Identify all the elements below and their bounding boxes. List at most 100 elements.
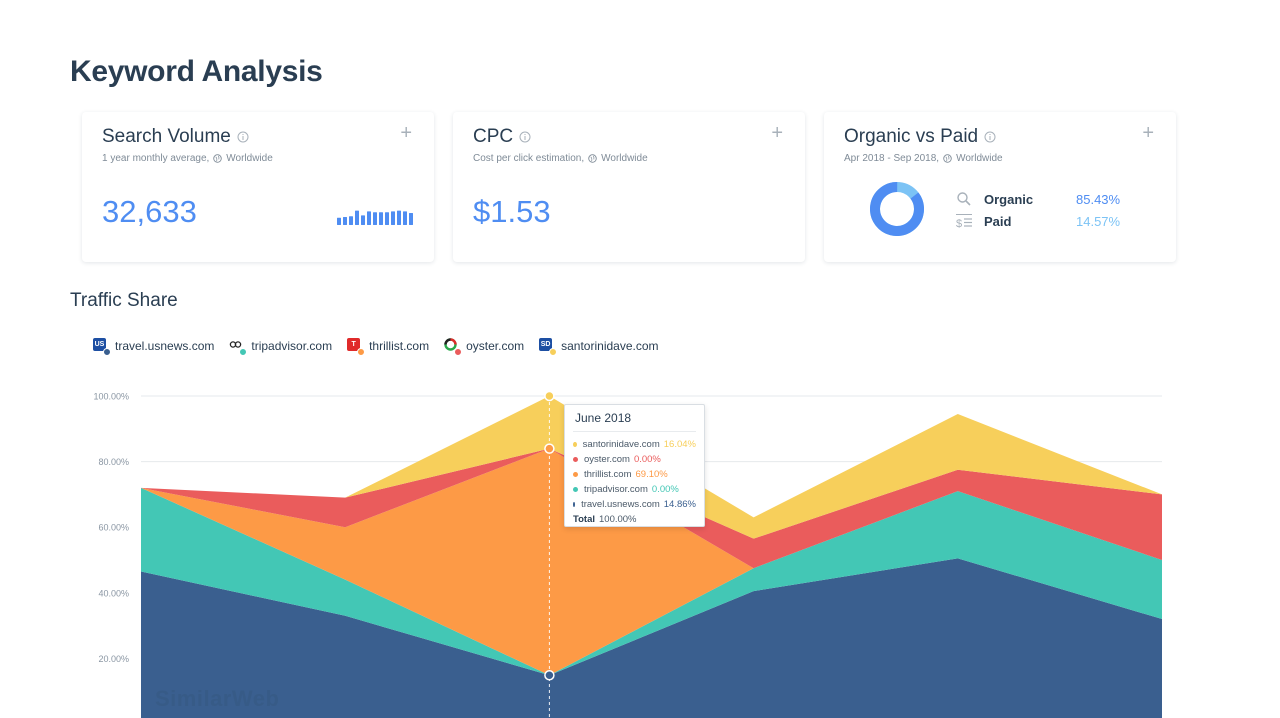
area-travel-usnews-com — [141, 558, 1162, 718]
thrillist-favicon: T — [347, 338, 366, 356]
paid-label: Paid — [984, 213, 1012, 229]
trend-bar — [349, 216, 353, 225]
trend-bar — [337, 217, 341, 225]
organic-label: Organic — [984, 191, 1034, 207]
tooltip-row: oyster.com 0.00% — [573, 452, 696, 467]
add-icon[interactable]: + — [400, 122, 412, 144]
add-icon[interactable]: + — [1142, 122, 1154, 144]
search-volume-trend-chart — [337, 210, 413, 225]
hover-marker — [544, 390, 555, 402]
globe-icon — [588, 154, 597, 163]
donut-organic-slice — [870, 182, 924, 236]
paid-row: $ Paid 14.57% — [956, 213, 1120, 229]
tooltip-value: 0.00% — [651, 484, 679, 495]
tooltip-total: Total 100.00% — [573, 512, 696, 527]
info-icon[interactable] — [519, 131, 531, 143]
legend-label: tripadvisor.com — [251, 339, 333, 353]
add-icon[interactable]: + — [771, 122, 783, 144]
legend-label: santorinidave.com — [561, 339, 659, 353]
y-tick-label: 40.00% — [98, 588, 129, 598]
tooltip-series-dot — [573, 502, 576, 507]
cpc-region: Worldwide — [601, 153, 648, 164]
tooltip-date: June 2018 — [573, 411, 696, 432]
page-title: Keyword Analysis — [70, 55, 323, 88]
magnifier-icon — [957, 192, 971, 206]
paid-value: 14.57% — [1076, 213, 1121, 229]
organic-vs-paid-title: Organic vs Paid — [844, 126, 979, 147]
trend-bar — [379, 212, 383, 225]
organic-paid-donut-chart — [870, 182, 924, 236]
tooltip-value: 0.00% — [633, 454, 661, 465]
tooltip-total-label: Total — [573, 514, 595, 525]
search-volume-value: 32,633 — [102, 194, 197, 229]
tooltip-site: thrillist.com — [584, 469, 632, 480]
tooltip-series-dot — [573, 442, 577, 447]
paid-dollar-list-icon: $ — [956, 214, 972, 229]
y-tick-label: 60.00% — [98, 523, 129, 533]
tooltip-row: thrillist.com 69.10% — [573, 467, 696, 482]
hover-marker — [544, 443, 555, 454]
trend-bar — [367, 211, 371, 225]
legend-item[interactable]: SD santorinidave.com — [539, 338, 659, 356]
svg-text:$: $ — [956, 218, 962, 229]
trend-bar — [343, 217, 347, 225]
tooltip-series-dot — [573, 457, 578, 462]
trend-bar — [355, 210, 359, 225]
globe-icon — [213, 154, 223, 163]
info-icon[interactable] — [237, 131, 249, 143]
trend-bar — [403, 211, 407, 225]
tooltip-value: 14.86% — [663, 499, 696, 510]
area-tripadvisor-com — [141, 487, 1162, 676]
organic-vs-paid-region: Worldwide — [956, 153, 1003, 164]
traffic-share-title: Traffic Share — [70, 290, 178, 311]
tooltip-row: santorinidave.com 16.04% — [573, 437, 696, 452]
y-tick-label: 100.00% — [93, 392, 129, 402]
legend-item[interactable]: oyster.com — [444, 338, 525, 356]
legend-item[interactable]: US travel.usnews.com — [93, 338, 215, 356]
search-volume-subtitle: 1 year monthly average, — [102, 153, 210, 164]
tooltip-series-dot — [573, 487, 578, 492]
tooltip-site: oyster.com — [584, 454, 630, 465]
organic-value: 85.43% — [1076, 191, 1121, 207]
organic-vs-paid-subtitle: Apr 2018 - Sep 2018, — [844, 153, 940, 164]
search-volume-card: Search Volume 1 year monthly average, Wo… — [82, 112, 434, 262]
tooltip-total-value: 100.00% — [599, 514, 637, 525]
tooltip-row: travel.usnews.com 14.86% — [573, 497, 696, 512]
tooltip-site: tripadvisor.com — [584, 484, 648, 495]
usnews-favicon: US — [93, 338, 111, 356]
tripadvisor-favicon — [229, 338, 248, 356]
tooltip-site: travel.usnews.com — [581, 499, 660, 510]
search-volume-region: Worldwide — [226, 153, 273, 164]
oyster-favicon — [444, 338, 463, 356]
legend-label: travel.usnews.com — [115, 339, 215, 353]
y-tick-label: 20.00% — [98, 654, 129, 664]
tooltip-site: santorinidave.com — [582, 439, 660, 450]
tooltip-row: tripadvisor.com 0.00% — [573, 482, 696, 497]
y-tick-label: 80.00% — [98, 457, 129, 467]
cpc-title: CPC — [473, 126, 514, 147]
legend-label: thrillist.com — [369, 339, 430, 353]
cpc-card: CPC Cost per click estimation, Worldwide… — [453, 112, 805, 262]
area-thrillist-com — [141, 448, 1162, 676]
hover-marker — [544, 670, 555, 681]
chart-tooltip: June 2018 santorinidave.com 16.04% oyster.… — [564, 404, 705, 527]
trend-bar — [397, 210, 401, 225]
info-icon[interactable] — [984, 131, 996, 143]
legend-item[interactable]: tripadvisor.com — [229, 338, 333, 356]
tooltip-series-dot — [573, 472, 578, 477]
trend-bar — [361, 215, 365, 225]
cpc-subtitle: Cost per click estimation, — [473, 153, 585, 164]
cpc-value: $1.53 — [473, 194, 551, 229]
legend-label: oyster.com — [466, 339, 525, 353]
organic-vs-paid-card: Organic vs Paid Apr 2018 - Sep 2018, Wor… — [824, 112, 1176, 262]
trend-bar — [391, 211, 395, 225]
similarweb-watermark: SimilarWeb — [155, 686, 280, 711]
globe-icon — [943, 154, 952, 163]
search-volume-title: Search Volume — [102, 126, 231, 147]
trend-bar — [373, 212, 377, 225]
trend-bar — [385, 212, 389, 225]
trend-bar — [409, 213, 413, 225]
tooltip-rows: santorinidave.com 16.04% oyster.com 0.00% th… — [573, 437, 696, 512]
